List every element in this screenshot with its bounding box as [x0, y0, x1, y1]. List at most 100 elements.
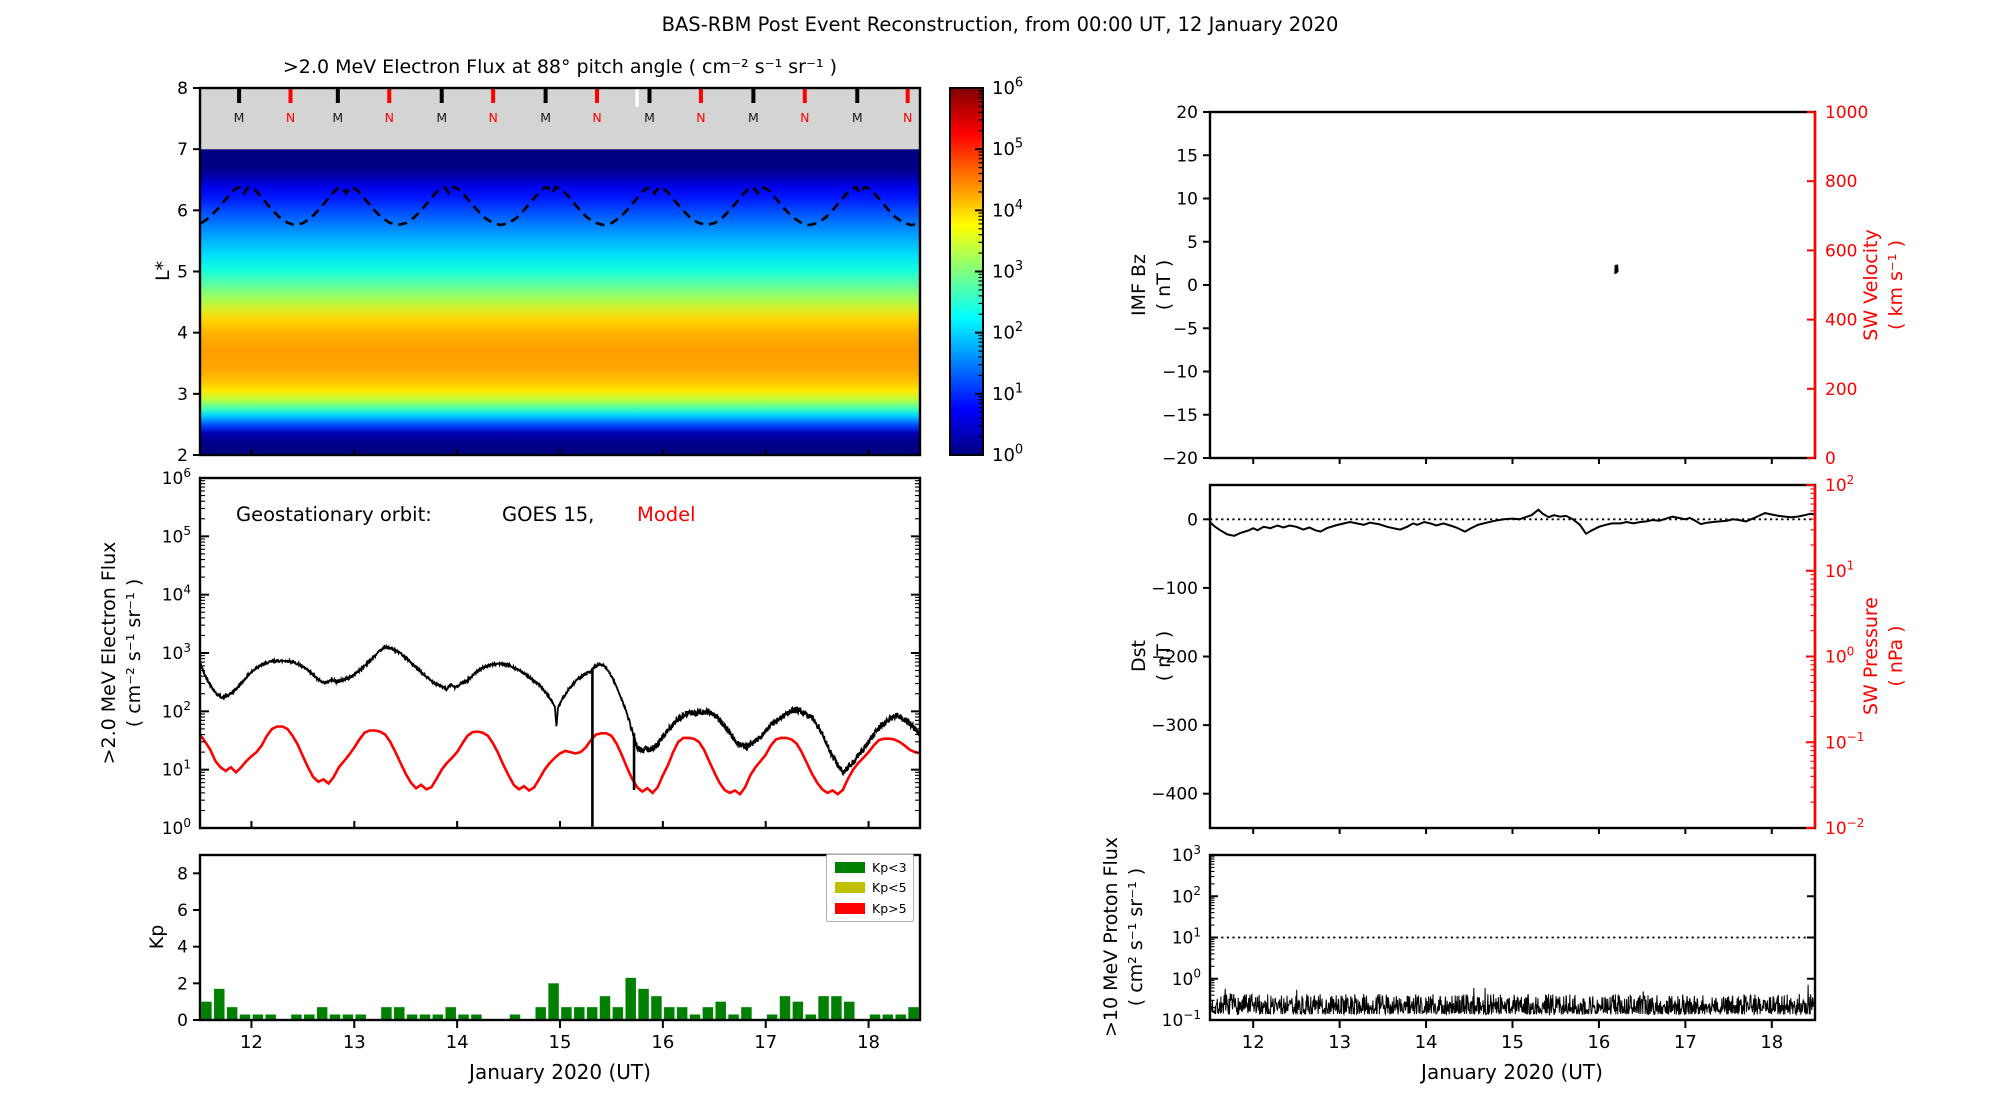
imf-ytick-label: −15 — [1162, 406, 1198, 426]
kp-bar — [766, 1014, 778, 1020]
goes-ytick-label: 103 — [162, 641, 191, 664]
kp-bar — [651, 996, 662, 1020]
kp-bar — [291, 1014, 302, 1020]
imf-ytick-label: 5 — [1187, 233, 1198, 253]
kp-bar — [316, 1007, 328, 1020]
midnight-marker-label: M — [748, 110, 759, 125]
kp-bar — [728, 1014, 739, 1020]
heatmap-ytick-label: 6 — [177, 201, 188, 221]
dst-ylabel-line2: ( nT ) — [1153, 630, 1175, 682]
kp-bar — [252, 1014, 264, 1020]
kp-xtick-label: 13 — [343, 1032, 366, 1053]
proton-ytick-label: 101 — [1172, 925, 1201, 948]
proton-flux-noise-line — [1209, 984, 1816, 1017]
imf-ytick-label: −10 — [1162, 363, 1198, 383]
colorbar-tick-label: 102 — [992, 320, 1023, 344]
kp-legend-item-lt3: Kp<3 — [835, 860, 913, 875]
imf-ytick-label: 20 — [1176, 103, 1198, 123]
heatmap-title: >2.0 MeV Electron Flux at 88° pitch angl… — [282, 56, 838, 78]
kp-bar — [509, 1014, 521, 1020]
proton-xtick-label: 15 — [1501, 1032, 1524, 1053]
dst-ytick-label: −300 — [1151, 716, 1198, 736]
goes-ylabel-line1: >2.0 MeV Electron Flux — [98, 541, 121, 765]
imf-ytick-label: −5 — [1173, 319, 1198, 339]
kp-legend-label-lt3: Kp<3 — [872, 859, 907, 875]
colorbar-tick-label: 105 — [992, 137, 1023, 161]
heatmap-ytick-label: 2 — [177, 446, 188, 466]
kp-xtick-label: 15 — [549, 1032, 572, 1053]
proton-ytick-label: 102 — [1172, 884, 1201, 907]
midnight-marker-label: M — [540, 110, 551, 125]
goes-ylabel: >2.0 MeV Electron Flux ( cm⁻² s⁻¹ sr⁻¹ ) — [98, 463, 146, 843]
kp-bar — [265, 1014, 276, 1020]
heatmap-panel: M M M M M M M N N N N N N N 2 3 4 5 6 7 8 — [177, 79, 922, 466]
swpressure-ytick-label: 102 — [1825, 473, 1854, 496]
proton-ylabel: >10 MeV Proton Flux ( cm² s⁻¹ sr⁻¹ ) — [1100, 757, 1148, 1100]
kp-legend-item-lt5: Kp<5 — [835, 880, 913, 895]
swvelocity-ytick-label: 400 — [1825, 311, 1857, 331]
panel-spines — [198, 853, 922, 1022]
kp-bar — [471, 1014, 482, 1020]
kp-bar — [239, 1014, 251, 1020]
kp-bar — [908, 1007, 919, 1020]
kp-bar — [342, 1014, 354, 1020]
colorbar-tick-label: 104 — [992, 198, 1023, 222]
kp-legend-swatch-red — [835, 903, 865, 915]
heatmap-ytick-label: 4 — [177, 324, 188, 344]
kp-bar — [741, 1007, 752, 1020]
swvelocity-ytick-label: 600 — [1825, 241, 1857, 261]
kp-bar — [574, 1007, 585, 1020]
kp-legend-label-lt5: Kp<5 — [872, 880, 907, 896]
noon-marker-label: N — [592, 110, 601, 125]
colorbar-tick-label: 100 — [992, 442, 1023, 466]
swpressure-ytick-label: 10−2 — [1825, 816, 1864, 839]
dst-panel: 0 −100 −200 −300 −400 102 101 100 10−1 10−2 — [1151, 473, 1864, 839]
imf-ylabel-line1: IMF Bz — [1128, 254, 1151, 316]
kp-bar — [355, 1014, 366, 1020]
swvelocity-ytick-label: 1000 — [1825, 103, 1868, 123]
kp-bar — [394, 1007, 405, 1020]
dst-ytick-label: −200 — [1151, 648, 1198, 668]
xlabel-left: January 2020 (UT) — [469, 1060, 651, 1084]
kp-legend-item-gt5: Kp>5 — [835, 901, 913, 916]
kp-bar — [689, 1014, 701, 1020]
proton-ylabel-line1: >10 MeV Proton Flux — [1100, 836, 1123, 1038]
proton-ytick-label: 103 — [1172, 843, 1201, 866]
swvelocity-ylabel: SW Velocity ( km s⁻¹ ) — [1860, 155, 1908, 415]
colorbar: 100 101 102 103 104 105 106 — [949, 75, 1023, 466]
kp-bar — [561, 1007, 572, 1020]
heatmap-ylabel: L* — [151, 241, 175, 301]
kp-legend-swatch-yellow — [835, 882, 865, 894]
kp-bar — [715, 1001, 726, 1020]
swpressure-ytick-label: 101 — [1825, 559, 1854, 582]
kp-bar — [419, 1014, 431, 1020]
dst-ytick-label: −400 — [1151, 785, 1198, 805]
kp-bar — [329, 1014, 341, 1020]
kp-bar — [432, 1014, 444, 1020]
midnight-marker-label: M — [234, 110, 245, 125]
kp-xtick-label: 17 — [754, 1032, 777, 1053]
proton-xtick-label: 17 — [1674, 1032, 1697, 1053]
heatmap-ytick-label: 3 — [177, 385, 188, 405]
goes-orbit-track-line — [200, 185, 920, 227]
swvelocity-ytick-label: 200 — [1825, 380, 1857, 400]
goes-ytick-label: 104 — [162, 583, 191, 606]
swvelocity-ytick-label: 0 — [1825, 449, 1836, 469]
goes-flux-panel: 100 101 102 103 104 105 106 — [162, 466, 922, 839]
goes-ytick-label: 102 — [162, 699, 191, 722]
imf-bz-panel: 20 15 10 5 0 −5 −10 −15 −20 1000 800 600 400 200 0 — [1162, 103, 1868, 469]
goes15-flux-line — [199, 643, 921, 777]
midnight-marker-label: M — [436, 110, 447, 125]
midnight-marker-label: M — [852, 110, 863, 125]
imf-ytick-label: 15 — [1176, 146, 1198, 166]
kp-ytick-label: 4 — [177, 938, 188, 958]
noon-marker-label: N — [286, 110, 295, 125]
imf-ytick-label: −20 — [1162, 449, 1198, 469]
kp-bar — [226, 1007, 238, 1020]
proton-ytick-label: 100 — [1172, 967, 1201, 990]
kp-xtick-label: 18 — [857, 1032, 880, 1053]
kp-bar — [869, 1014, 881, 1020]
kp-bar — [779, 996, 791, 1020]
